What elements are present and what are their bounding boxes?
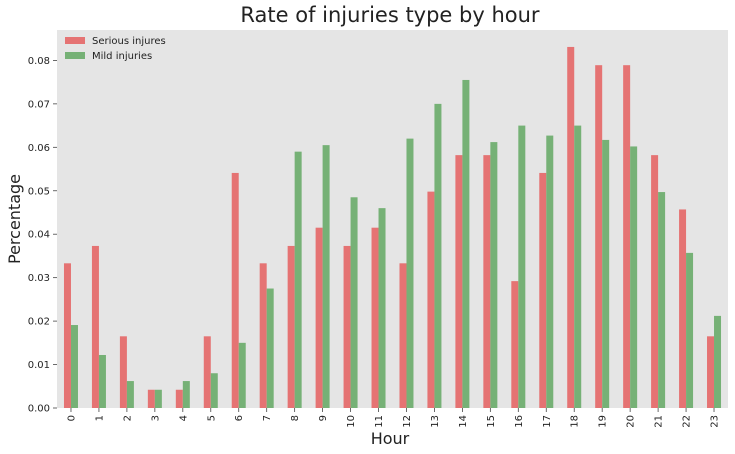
y-tick-label: 0.02 (28, 317, 50, 328)
bar-serious-0 (63, 263, 71, 408)
y-tick-label: 0.01 (28, 360, 50, 371)
bar-serious-10 (343, 245, 351, 408)
x-tick-label: 17 (542, 415, 553, 428)
x-tick-label: 21 (654, 415, 665, 428)
y-axis: 0.00 0.01 0.02 0.03 0.04 0.05 0.06 0.07 0.08 (28, 56, 57, 415)
y-tick-label: 0.00 (28, 404, 50, 415)
bar-serious-5 (203, 336, 211, 408)
bar-serious-21 (651, 155, 659, 408)
x-tick-label: 18 (570, 415, 581, 428)
bar-serious-17 (539, 172, 547, 408)
bar-serious-19 (595, 65, 603, 408)
x-tick-label: 13 (430, 415, 441, 428)
bar-mild-21 (658, 192, 666, 408)
y-tick-label: 0.05 (28, 186, 50, 197)
x-tick-label: 10 (346, 415, 357, 428)
x-tick-label: 1 (94, 415, 105, 421)
bar-mild-12 (406, 138, 414, 408)
x-tick-label: 3 (150, 415, 161, 421)
bar-mild-4 (182, 381, 190, 408)
bar-serious-22 (679, 209, 687, 408)
x-tick-label: 7 (262, 415, 273, 421)
x-axis: 0 1 2 3 4 5 6 7 8 9 10 11 12 13 14 15 16 17 18 19 20 21 22 23 (66, 408, 721, 428)
bar-serious-3 (147, 389, 155, 408)
chart-title: Rate of injuries type by hour (240, 3, 540, 27)
y-axis-label: Percentage (5, 174, 24, 264)
bar-mild-0 (70, 325, 78, 408)
y-tick-label: 0.06 (28, 143, 50, 154)
legend-label-serious: Serious injures (92, 36, 166, 47)
bar-mild-9 (322, 145, 330, 408)
x-tick-label: 22 (682, 415, 693, 428)
bar-serious-16 (511, 281, 519, 408)
bar-serious-11 (371, 227, 379, 408)
bar-serious-1 (91, 245, 99, 408)
x-tick-label: 8 (290, 415, 301, 421)
bar-mild-5 (210, 373, 218, 408)
bar-serious-6 (231, 172, 239, 408)
bar-serious-4 (175, 389, 183, 408)
bar-mild-22 (686, 252, 694, 408)
y-tick-label: 0.03 (28, 273, 50, 284)
x-tick-label: 19 (598, 415, 609, 428)
bar-mild-16 (518, 125, 526, 408)
x-tick-label: 15 (486, 415, 497, 428)
bar-mild-19 (602, 139, 610, 408)
x-tick-label: 6 (234, 415, 245, 421)
legend-swatch-serious (65, 37, 85, 44)
bar-serious-2 (119, 336, 127, 408)
bar-mild-17 (546, 135, 554, 408)
legend-label-mild: Mild injuries (92, 51, 152, 62)
bar-mild-7 (266, 288, 274, 408)
bar-mild-8 (294, 151, 302, 409)
bar-mild-13 (434, 103, 442, 409)
bar-mild-11 (378, 208, 386, 408)
plot-area (57, 30, 728, 408)
x-tick-label: 11 (374, 415, 385, 428)
x-tick-label: 4 (178, 415, 189, 421)
bar-serious-8 (287, 245, 295, 408)
x-tick-label: 0 (66, 415, 77, 421)
x-tick-label: 2 (122, 415, 133, 421)
bar-mild-6 (238, 342, 246, 408)
y-tick-label: 0.04 (28, 230, 50, 241)
legend: Serious injures Mild injuries (65, 36, 166, 62)
x-tick-label: 9 (318, 415, 329, 421)
bar-mild-20 (630, 146, 638, 408)
x-tick-label: 14 (458, 415, 469, 428)
bar-serious-9 (315, 227, 323, 408)
bar-serious-12 (399, 263, 407, 408)
bar-mild-3 (154, 389, 162, 408)
bar-serious-20 (623, 65, 631, 408)
bar-mild-18 (574, 125, 582, 408)
bar-serious-18 (567, 46, 575, 409)
y-tick-label: 0.08 (28, 56, 50, 67)
bar-serious-14 (455, 155, 463, 408)
bar-mild-23 (714, 315, 722, 408)
bar-mild-10 (350, 197, 358, 408)
legend-swatch-mild (65, 52, 85, 59)
bar-serious-15 (483, 155, 491, 408)
x-tick-label: 23 (710, 415, 721, 428)
bar-mild-14 (462, 79, 470, 408)
x-tick-label: 5 (206, 415, 217, 421)
bar-serious-23 (707, 336, 715, 408)
y-tick-label: 0.07 (28, 99, 50, 110)
bar-mild-1 (98, 354, 106, 408)
x-tick-label: 16 (514, 415, 525, 428)
x-tick-label: 20 (626, 415, 637, 428)
bar-serious-7 (259, 263, 267, 408)
x-tick-label: 12 (402, 415, 413, 428)
bar-mild-15 (490, 142, 498, 408)
bar-serious-13 (427, 191, 435, 408)
x-axis-label: Hour (371, 429, 410, 448)
bar-mild-2 (126, 381, 134, 408)
bars-group (63, 46, 722, 409)
